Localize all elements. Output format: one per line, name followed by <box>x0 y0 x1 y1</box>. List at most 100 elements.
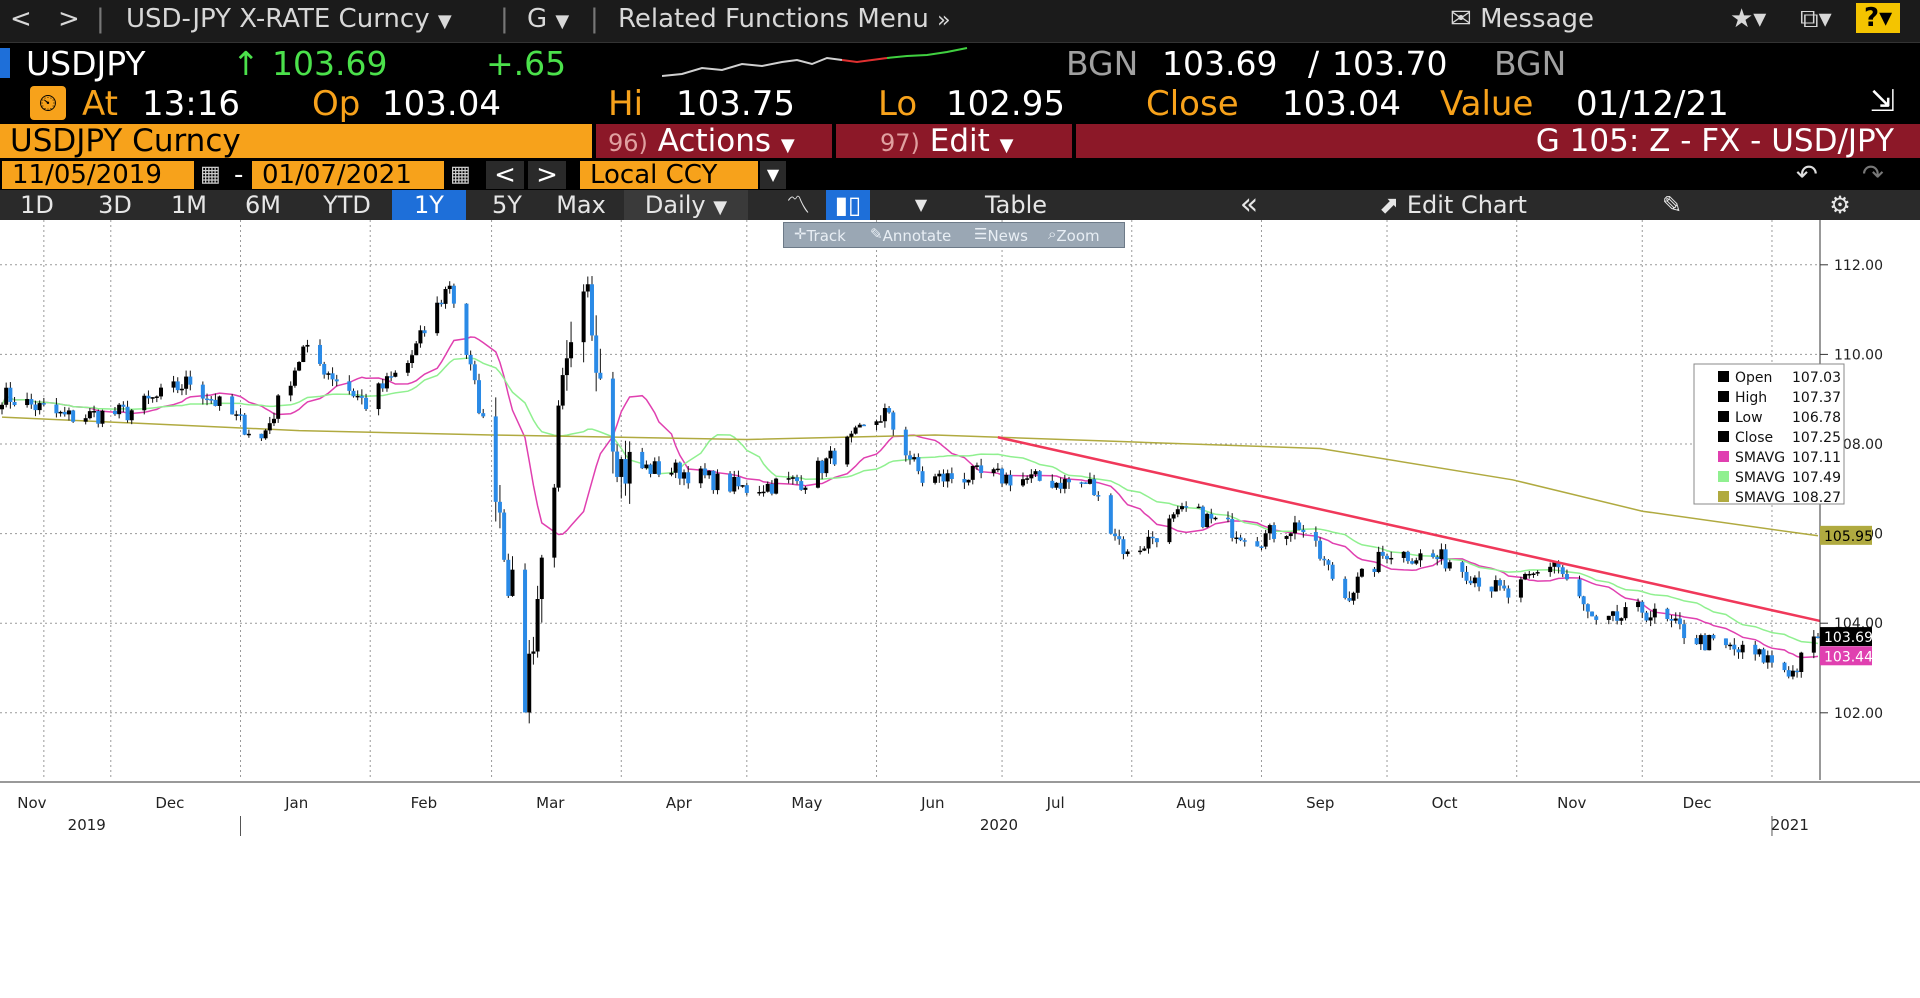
calendar-icon[interactable]: ▦ <box>450 162 471 187</box>
candle <box>71 409 76 423</box>
candle <box>1138 546 1143 555</box>
security-menu[interactable]: USD-JPY X-RATE Curncy ▼ <box>126 4 452 34</box>
x-month-label: Jun <box>920 794 944 812</box>
candle <box>1606 615 1611 625</box>
candle <box>1347 591 1352 603</box>
candle <box>1020 472 1025 488</box>
redo-icon[interactable]: ↷ <box>1862 160 1884 190</box>
candle <box>242 413 247 436</box>
start-date-input[interactable]: 11/05/2019 <box>2 161 194 189</box>
chevron-down-icon[interactable]: ▼ <box>914 195 928 214</box>
candle <box>0 402 4 415</box>
candle <box>937 470 942 483</box>
candle <box>276 394 281 423</box>
previous-period-button[interactable]: < <box>486 161 524 189</box>
svg-text:Close: Close <box>1735 430 1773 446</box>
calendar-icon[interactable]: ▦ <box>200 162 221 187</box>
candle <box>916 453 921 475</box>
candle <box>1230 513 1235 542</box>
forward-arrow-icon[interactable]: > <box>58 4 80 34</box>
candle <box>908 450 912 465</box>
news-button[interactable]: ☰ News <box>974 225 1028 245</box>
candle <box>1460 561 1465 578</box>
edit-button[interactable]: 97) Edit ▼ <box>836 124 1072 158</box>
candle <box>627 441 632 504</box>
envelope-icon: ✉ <box>1450 4 1472 34</box>
security-bar: USDJPY Curncy 96) Actions ▼ 97) Edit ▼ G… <box>0 124 1920 160</box>
help-button[interactable]: ?▾ <box>1856 3 1901 33</box>
candle <box>481 408 486 419</box>
currency-select[interactable]: Local CCY <box>580 161 758 189</box>
period-3d[interactable]: 3D <box>98 191 132 219</box>
candle-chart-icon[interactable]: ▮▯ <box>826 190 870 220</box>
candle <box>1736 647 1741 659</box>
favorites-star-icon[interactable]: ★▾ <box>1730 4 1767 34</box>
candle <box>301 345 306 363</box>
track-button[interactable]: ✛ Track <box>794 225 846 245</box>
candle <box>271 412 276 427</box>
period-1m[interactable]: 1M <box>171 191 207 219</box>
security-field[interactable]: USDJPY Curncy <box>0 124 592 158</box>
related-functions-label: Related Functions Menu <box>618 4 929 34</box>
end-date-input[interactable]: 01/07/2021 <box>252 161 444 189</box>
candle <box>1464 565 1469 585</box>
related-functions-menu[interactable]: Related Functions Menu » <box>618 4 951 34</box>
period-5y[interactable]: 5Y <box>492 191 522 219</box>
candle <box>468 350 473 371</box>
candle <box>815 457 820 489</box>
candle <box>1677 612 1682 630</box>
annotate-button[interactable]: ✎ Annotate <box>870 225 952 245</box>
candle <box>464 303 469 359</box>
candle <box>673 459 678 479</box>
candle <box>1113 528 1118 541</box>
candle <box>1267 523 1272 540</box>
function-menu[interactable]: G ▼ <box>527 4 569 34</box>
period-1d[interactable]: 1D <box>20 191 54 219</box>
chevron-down-icon[interactable]: ▼ <box>760 161 786 189</box>
candle <box>1359 568 1364 578</box>
svg-text:High: High <box>1735 390 1767 406</box>
candle <box>803 486 808 494</box>
candle <box>1765 650 1770 669</box>
candle <box>1209 508 1214 524</box>
edit-chart-label: Edit Chart <box>1406 191 1527 219</box>
period-max[interactable]: Max <box>556 191 606 219</box>
candle <box>786 471 791 484</box>
collapse-icon[interactable]: « <box>1239 187 1259 222</box>
function-menu-label: G <box>527 4 548 34</box>
candle <box>677 461 682 485</box>
next-period-button[interactable]: > <box>528 161 566 189</box>
candle <box>1723 638 1728 649</box>
zoom-button[interactable]: ⌕ Zoom <box>1048 225 1100 245</box>
undo-icon[interactable]: ↶ <box>1796 160 1818 190</box>
line-chart-icon[interactable]: 〽 <box>786 191 810 219</box>
price-chart[interactable]: 102.00104.00106.00108.00110.00112.00NovD… <box>0 220 1920 998</box>
clock-icon[interactable]: ⏲ <box>30 86 66 120</box>
candle <box>644 460 649 470</box>
annotation-pen-icon[interactable]: ✎ <box>1661 191 1683 219</box>
moving-averages <box>1 336 1819 659</box>
chart-toolbar: 1D 3D 1M 6M YTD 1Y 5Y Max Daily ▼ 〽 ▮▯ ▼… <box>0 190 1920 220</box>
frequency-select[interactable]: Daily ▼ <box>624 190 748 220</box>
gear-icon[interactable]: ⚙ <box>1829 191 1851 219</box>
period-ytd[interactable]: YTD <box>323 191 371 219</box>
period-1y[interactable]: 1Y <box>392 190 466 220</box>
time-value: 13:16 <box>142 84 240 124</box>
candle <box>305 339 310 353</box>
table-button[interactable]: Table <box>984 191 1048 219</box>
candle <box>451 283 456 308</box>
back-arrow-icon[interactable]: < <box>10 4 32 34</box>
candle <box>1694 634 1699 645</box>
x-month-label: Dec <box>155 794 184 812</box>
message-button[interactable]: ✉ Message <box>1450 4 1594 34</box>
edit-chart-button[interactable]: ⬈ Edit Chart <box>1338 190 1568 220</box>
candle <box>560 367 565 410</box>
actions-button[interactable]: 96) Actions ▼ <box>596 124 832 158</box>
window-export-icon[interactable]: ⧉▾ <box>1800 4 1832 34</box>
axes: 102.00104.00106.00108.00110.00112.00NovD… <box>0 220 1920 836</box>
period-6m[interactable]: 6M <box>245 191 281 219</box>
candle <box>824 457 829 477</box>
candle <box>205 393 210 406</box>
chart-area[interactable]: 102.00104.00106.00108.00110.00112.00NovD… <box>0 220 1920 998</box>
expand-icon[interactable]: ⇲ <box>1870 84 1896 119</box>
